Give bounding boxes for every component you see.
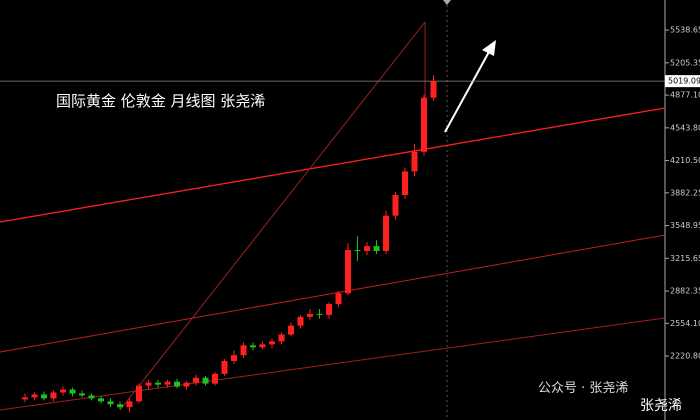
candle-body (212, 373, 218, 384)
candle-body (107, 401, 114, 405)
candle-body (383, 215, 389, 252)
cursor-marker (443, 0, 451, 5)
candle-body (202, 377, 209, 384)
arrow (444, 40, 496, 133)
candle-body (31, 394, 38, 398)
trend-line (0, 107, 666, 223)
watermark-brand: 张尧浠 (640, 398, 682, 414)
candle-body (307, 313, 313, 317)
candle-body (364, 246, 370, 252)
candle-body (50, 392, 57, 399)
candle-body (421, 97, 427, 152)
candle-body (231, 355, 237, 362)
candle-body (335, 293, 342, 305)
y-tick-label: 4210.50 (670, 156, 700, 165)
candle-body (164, 381, 171, 385)
candle-body (145, 382, 152, 386)
candle-body (221, 361, 228, 374)
y-tick-label: 2554.10 (670, 319, 700, 328)
candle-body (240, 345, 247, 356)
y-tick-label: 5205.35 (670, 58, 700, 67)
candle-body (288, 325, 294, 335)
current-price-box (665, 75, 700, 88)
candle-body (259, 344, 266, 348)
candle-body (326, 304, 332, 315)
candle-body (278, 334, 285, 342)
trend-line (119, 21, 426, 411)
candle-body (88, 395, 95, 399)
candle-body (126, 401, 133, 408)
candle-body (183, 382, 190, 387)
candle-body (250, 345, 256, 348)
candle-body (155, 382, 161, 385)
candle-body (392, 195, 399, 216)
candle-body (117, 404, 123, 408)
candle-body (345, 250, 351, 294)
y-tick-label: 4543.80 (670, 123, 700, 132)
trend-line (0, 317, 666, 411)
y-tick-label: 5538.65 (670, 26, 700, 35)
y-tick-label: 4877.10 (670, 91, 700, 100)
arrow-head (482, 40, 496, 56)
candle-body (79, 393, 85, 396)
candle-body (193, 377, 199, 383)
y-tick-label: 3548.95 (670, 221, 700, 230)
candle-body (136, 385, 142, 402)
candle-body (430, 81, 437, 98)
candle-body (174, 381, 180, 387)
candle-body (69, 389, 76, 394)
watermark: 公众号 · 张尧浠 (538, 381, 628, 396)
y-tick-label: 3882.25 (670, 188, 700, 197)
current-price-label: 5019.09 (668, 77, 700, 86)
candle-body (354, 250, 361, 252)
candle-body (41, 394, 47, 399)
candle-body (22, 397, 28, 400)
candle-body (373, 246, 380, 252)
y-tick-label: 2220.80 (670, 352, 700, 361)
trend-line (0, 234, 666, 353)
chart-title: 国际黄金 伦敦金 月线图 张尧浠 (56, 92, 265, 110)
candle-body (98, 398, 104, 402)
y-tick-label: 2882.35 (670, 287, 700, 296)
arrow-shaft (444, 49, 491, 133)
candle-body (297, 316, 304, 326)
candle-body (402, 171, 408, 196)
candle-body (411, 151, 418, 172)
candle-body (60, 389, 66, 393)
candle-body (316, 313, 323, 315)
candle-body (269, 341, 275, 345)
y-tick-label: 3215.65 (670, 254, 700, 263)
trend-lines (0, 21, 666, 411)
